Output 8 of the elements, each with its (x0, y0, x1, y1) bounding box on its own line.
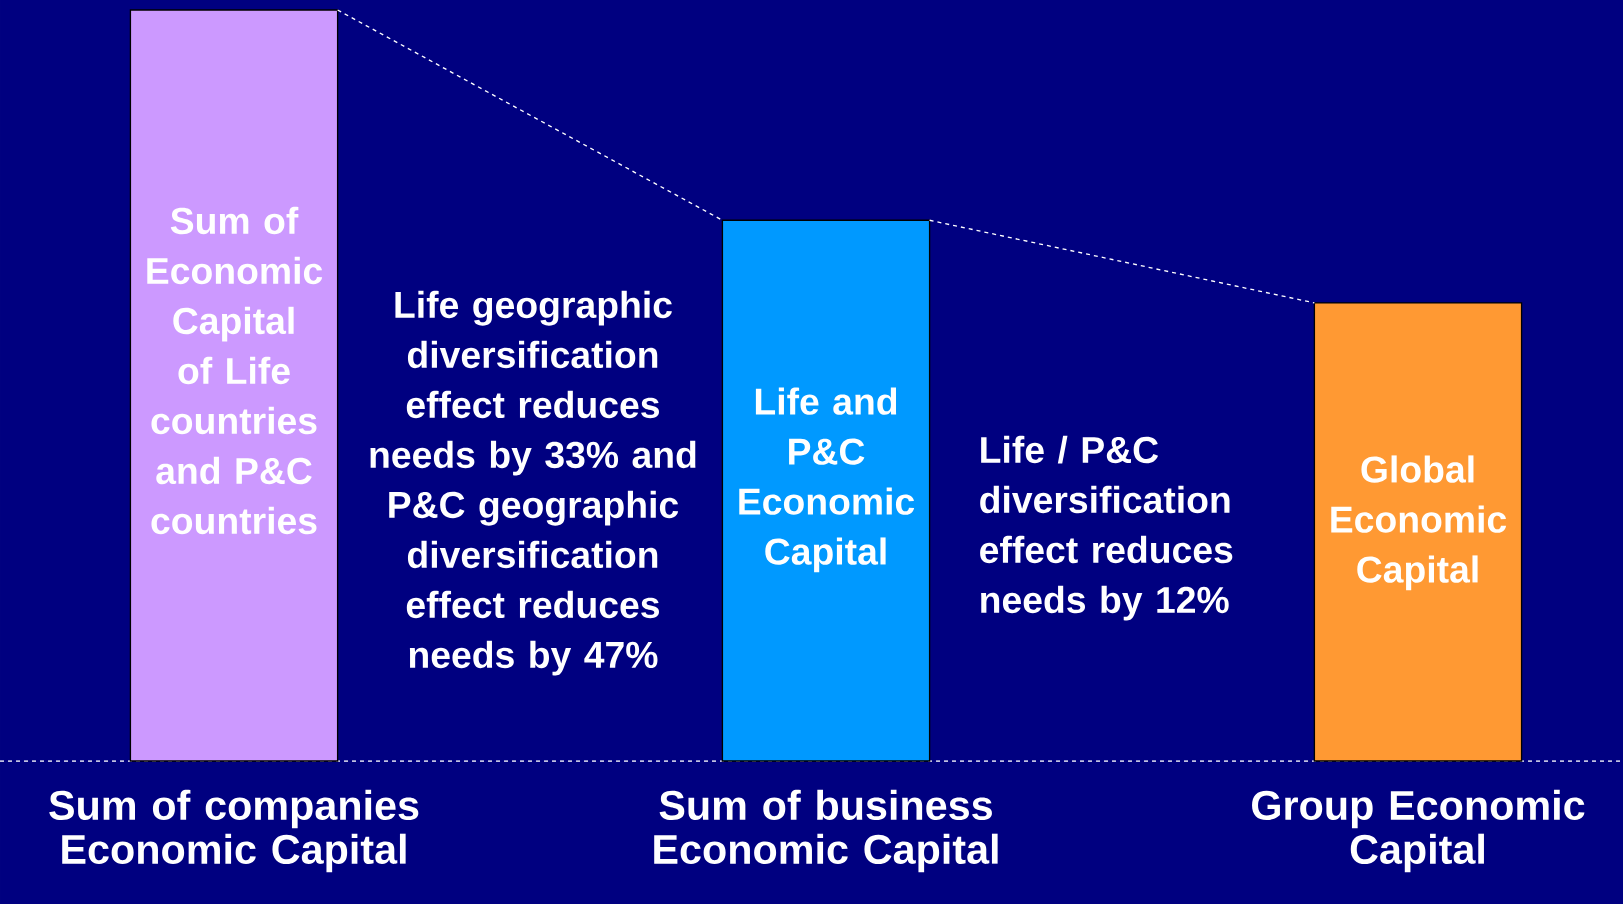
annotation: Life / P&C diversification effect reduces needs by 12% (980, 435, 1233, 621)
x-tick-label: Sum of business Economic Capital (654, 789, 998, 873)
annotation: Life geographic diversification effect reduces needs by 33% and P&C geographic diversification effect reduces needs by 47% (370, 290, 696, 676)
annotation: Global Economic Capital (1331, 455, 1507, 591)
annotation: Sum of Economic Capital of Life countries and P&C countries (147, 206, 323, 535)
x-tick-label: Sum of companies Economic Capital (49, 789, 419, 873)
x-tick-label: Group Economic Capital (1252, 789, 1585, 873)
annotation: Life and P&C Economic Capital (739, 387, 915, 573)
